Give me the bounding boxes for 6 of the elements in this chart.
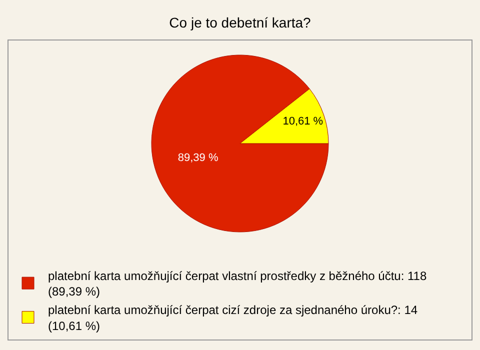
data-label: 10,61 %: [282, 116, 324, 128]
legend-label: platební karta umožňující čerpat vlastní prostředky z běžného účtu: 118 (89,39 %): [48, 268, 427, 299]
legend-label: platební karta umožňující čerpat cizí zdroje za sjednaného úroku?: 14 (10,61 %): [48, 303, 418, 333]
data-label: 89,39 %: [178, 152, 218, 164]
pie-slice: [151, 54, 329, 232]
chart-title: Co je to debetní karta?: [169, 14, 312, 30]
